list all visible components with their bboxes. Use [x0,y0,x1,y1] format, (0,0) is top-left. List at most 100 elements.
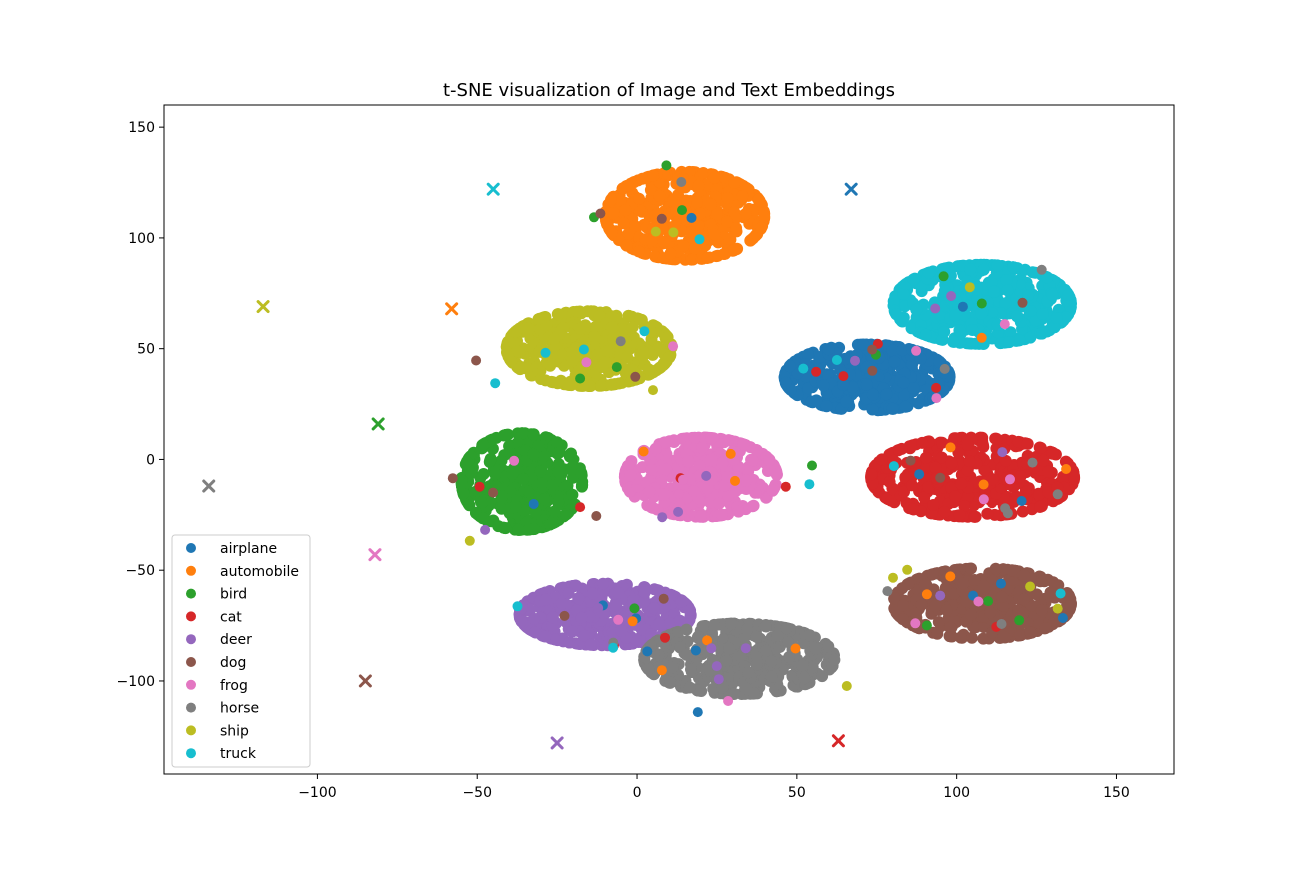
point-ship [552,308,565,321]
point-dog [1044,586,1057,599]
point-ship [626,321,639,334]
point-frog [1005,474,1015,485]
point-frog [978,494,989,505]
point-ship [629,331,640,342]
point-bird [496,490,509,503]
x-tick-label: 0 [633,785,642,801]
point-horse [615,336,626,347]
point-ship [557,348,567,359]
point-frog [624,469,637,482]
point-cat [895,442,908,455]
point-airplane [957,301,968,312]
legend-swatch [186,702,196,713]
point-ship [599,356,612,369]
stray-points-frog [509,319,1015,706]
point-deer [930,303,941,314]
legend-swatch [186,565,196,576]
point-automobile [677,240,690,252]
point-dog [559,610,570,621]
point-truck [964,263,977,276]
point-horse [996,619,1007,629]
point-airplane [898,388,910,401]
point-frog [640,476,653,489]
point-bird [677,205,687,216]
point-horse [759,644,772,657]
point-cat [999,454,1012,467]
point-cat [575,502,586,513]
point-horse [750,658,763,671]
point-cat [1019,486,1032,499]
point-truck [897,288,910,300]
point-horse [747,687,760,700]
point-cat [938,505,951,518]
point-frog [649,442,662,455]
series-frog [618,431,783,523]
plot-frame [163,104,1175,775]
point-bird [512,523,525,536]
point-cat [1021,437,1034,450]
x-axis: −100 −50 0 50 100 150 [298,774,1130,801]
point-truck [1036,327,1048,340]
point-ship [642,363,655,376]
point-frog [723,696,734,706]
point-automobile [728,176,741,189]
point-bird [661,160,672,171]
point-truck [890,308,903,321]
point-bird [536,477,548,490]
legend-swatch [186,748,196,759]
point-frog [910,618,921,629]
point-automobile [628,219,641,232]
point-truck [907,273,920,286]
point-bird [534,465,547,478]
point-cat [969,501,980,512]
point-horse [816,670,829,683]
point-deer [740,643,751,654]
x-tick-label: 50 [788,785,806,801]
point-automobile [720,215,733,228]
point-ship [616,323,629,336]
point-truck [888,461,899,472]
point-deer [546,611,559,624]
point-deer [480,524,491,535]
point-cat [952,446,965,459]
point-ship [650,226,661,237]
point-deer [701,470,712,481]
point-frog [688,431,701,444]
point-cat [660,632,670,643]
point-truck [994,307,1007,319]
point-airplane [838,352,851,365]
point-deer [659,600,671,613]
point-automobile [638,446,649,457]
point-ship [635,313,648,326]
point-frog [678,474,688,485]
point-ship [509,325,522,338]
point-dog [1024,626,1037,639]
point-truck [1016,279,1027,290]
point-deer [515,615,528,628]
y-axis: −100 −50 0 50 100 150 [117,120,164,690]
point-deer [850,355,860,366]
point-bird [575,373,586,384]
point-dog [897,599,909,612]
point-truck [1062,288,1075,301]
point-cat [1012,435,1025,448]
point-horse [822,640,835,653]
point-frog [622,459,635,472]
point-bird [527,428,540,441]
point-bird [465,467,478,480]
point-cat [990,432,1003,445]
point-bird [553,446,566,459]
point-truck [1001,284,1014,297]
point-cat [945,457,958,470]
point-cat [981,507,994,520]
point-horse [809,642,822,655]
point-airplane [846,381,859,394]
point-bird [938,271,949,282]
point-automobile [627,616,638,627]
stray-points-ship [464,226,1063,691]
point-airplane [860,379,873,391]
point-ship [595,379,608,392]
point-dog [1034,575,1047,588]
point-ship [534,373,547,385]
legend-swatch [186,657,196,667]
